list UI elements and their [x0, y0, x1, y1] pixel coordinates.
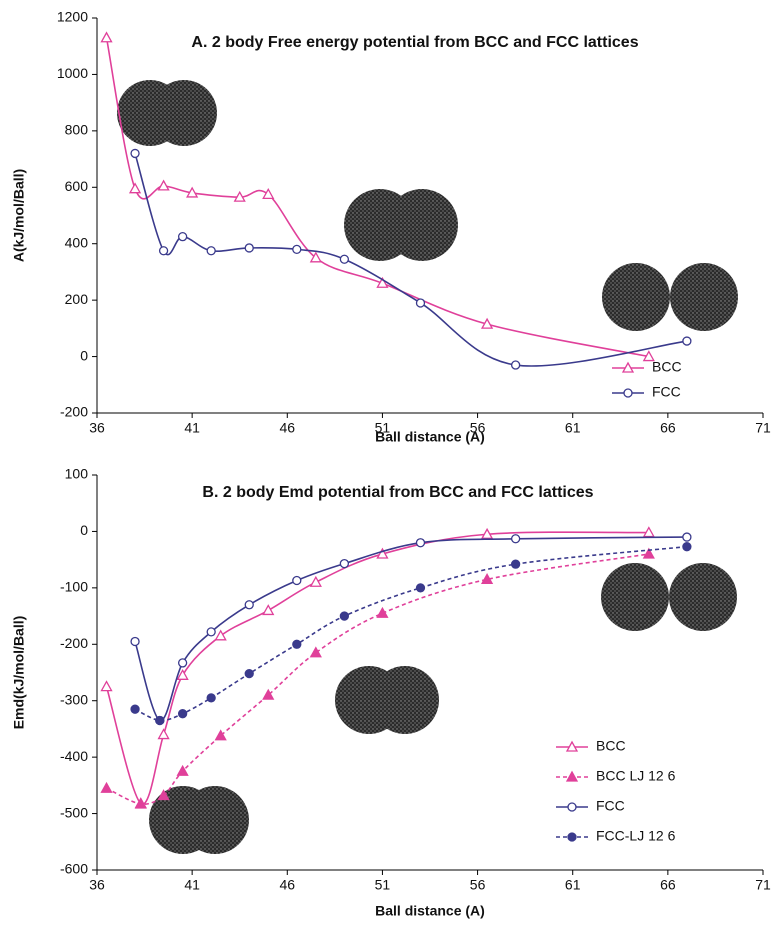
marker [512, 535, 520, 543]
x-tick-label: 46 [279, 877, 295, 893]
marker [131, 149, 139, 157]
marker [130, 184, 140, 193]
y-tick-label: 400 [65, 234, 89, 250]
marker [311, 648, 321, 657]
x-tick-label: 36 [89, 420, 105, 436]
x-tick-label: 41 [184, 420, 200, 436]
marker [245, 670, 253, 678]
x-tick-label: 71 [755, 877, 771, 893]
x-tick-label: 71 [755, 420, 771, 436]
series-line [135, 153, 687, 366]
marker [340, 612, 348, 620]
legend-label: FCC-LJ 12 6 [596, 828, 676, 844]
legend-marker [567, 772, 577, 781]
y-tick-label: 0 [80, 522, 88, 538]
y-axis-label: A(kJ/mol/Ball) [11, 169, 27, 262]
marker [159, 730, 169, 739]
y-tick-label: 600 [65, 178, 89, 194]
marker [207, 628, 215, 636]
marker [512, 361, 520, 369]
marker [512, 560, 520, 568]
marker [683, 533, 691, 541]
y-tick-label: -600 [60, 861, 88, 877]
marker [207, 694, 215, 702]
marker [245, 601, 253, 609]
marker [179, 659, 187, 667]
marker [416, 584, 424, 592]
marker [131, 637, 139, 645]
marker [340, 560, 348, 568]
x-tick-label: 61 [565, 420, 581, 436]
x-axis-label: Ball distance (A) [375, 429, 485, 445]
marker [179, 710, 187, 718]
x-tick-label: 66 [660, 420, 676, 436]
legend-label: BCC [652, 359, 682, 375]
y-tick-label: -100 [60, 579, 88, 595]
legend-label: BCC [596, 738, 626, 754]
marker [683, 543, 691, 551]
y-tick-label: -200 [60, 404, 88, 420]
marker [293, 640, 301, 648]
y-tick-label: 1200 [57, 9, 88, 25]
x-tick-label: 66 [660, 877, 676, 893]
marker [683, 337, 691, 345]
x-tick-label: 56 [470, 877, 486, 893]
chart-title: A. 2 body Free energy potential from BCC… [191, 34, 638, 51]
balls [117, 80, 738, 854]
y-tick-label: 100 [65, 466, 89, 482]
marker [216, 731, 226, 740]
marker [159, 181, 169, 190]
marker [160, 247, 168, 255]
chart-title: B. 2 body Emd potential from BCC and FCC… [202, 484, 593, 501]
legend-label: FCC [652, 384, 681, 400]
x-tick-label: 36 [89, 877, 105, 893]
marker [179, 233, 187, 241]
marker [156, 716, 164, 724]
legend-label: FCC [596, 798, 625, 814]
marker [416, 539, 424, 547]
y-tick-label: 0 [80, 347, 88, 363]
marker [102, 33, 112, 42]
x-tick-label: 61 [565, 877, 581, 893]
y-axis-label: Emd(kJ/mol/Ball) [11, 616, 27, 730]
marker [102, 783, 112, 792]
legend-marker [568, 833, 576, 841]
figure: -200020040060080010001200364146515661667… [0, 0, 774, 932]
y-tick-label: 800 [65, 122, 89, 138]
marker [245, 244, 253, 252]
marker [131, 705, 139, 713]
marker [416, 299, 424, 307]
legend-marker [568, 803, 576, 811]
marker [293, 577, 301, 585]
marker [263, 189, 273, 198]
legend-marker [624, 389, 632, 397]
y-tick-label: 200 [65, 291, 89, 307]
marker [216, 631, 226, 640]
y-tick-label: 1000 [57, 65, 88, 81]
marker [102, 682, 112, 691]
marker [311, 577, 321, 586]
y-tick-label: -500 [60, 804, 88, 820]
y-tick-label: -300 [60, 691, 88, 707]
legend-label: BCC LJ 12 6 [596, 768, 676, 784]
marker [263, 605, 273, 614]
marker [340, 255, 348, 263]
marker [207, 247, 215, 255]
x-tick-label: 41 [184, 877, 200, 893]
y-tick-label: -400 [60, 748, 88, 764]
x-axis-label: Ball distance (A) [375, 903, 485, 919]
marker [293, 245, 301, 253]
x-tick-label: 51 [375, 877, 391, 893]
x-tick-label: 46 [279, 420, 295, 436]
y-tick-label: -200 [60, 635, 88, 651]
marker [377, 608, 387, 617]
